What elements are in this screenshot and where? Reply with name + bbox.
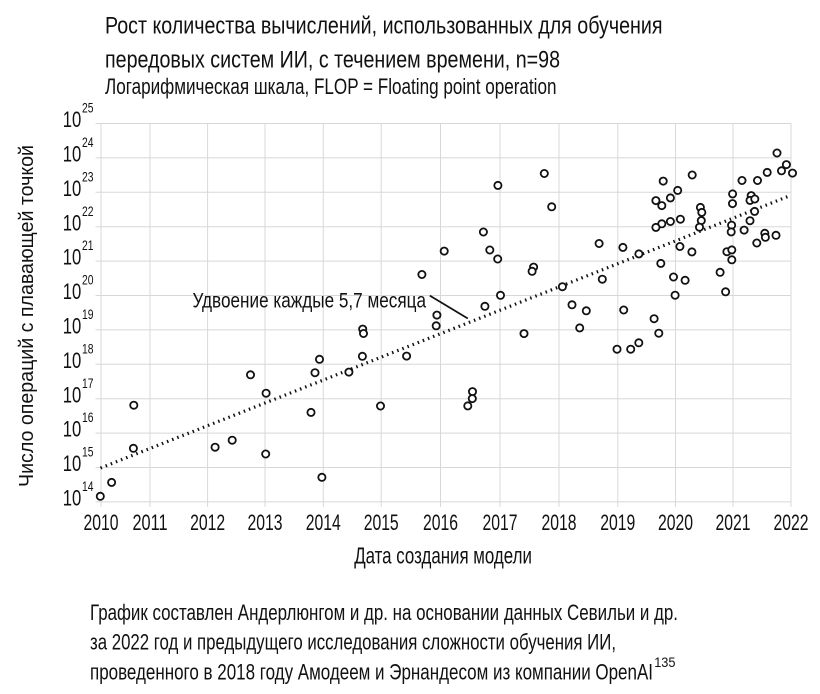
svg-text:23: 23 (82, 169, 94, 184)
svg-text:17: 17 (82, 376, 94, 391)
svg-text:10: 10 (63, 107, 82, 132)
svg-text:Логарифмическая шкала, FLOP =: Логарифмическая шкала, FLOP = Floating p… (105, 74, 557, 99)
svg-text:15: 15 (82, 445, 94, 460)
svg-text:25: 25 (82, 101, 94, 116)
svg-text:2013: 2013 (248, 510, 283, 535)
svg-text:10: 10 (63, 486, 82, 511)
svg-text:10: 10 (63, 210, 82, 235)
svg-text:передовых систем ИИ, с течение: передовых систем ИИ, с течением времени,… (105, 47, 560, 74)
svg-text:14: 14 (82, 479, 94, 494)
svg-text:2012: 2012 (190, 510, 225, 535)
svg-text:Число операций с плавающей точ: Число операций с плавающей точкой (16, 145, 38, 487)
svg-text:2021: 2021 (716, 510, 751, 535)
svg-text:2020: 2020 (658, 510, 693, 535)
svg-text:10: 10 (63, 314, 82, 339)
svg-text:10: 10 (63, 382, 82, 407)
svg-text:2016: 2016 (423, 510, 458, 535)
svg-text:Рост количества вычислений, ис: Рост количества вычислений, использованн… (105, 13, 663, 40)
svg-text:10: 10 (63, 245, 82, 270)
svg-text:Удвоение каждые 5,7 месяца: Удвоение каждые 5,7 месяца (193, 288, 427, 312)
svg-text:22: 22 (82, 204, 94, 219)
svg-text:Дата создания модели: Дата создания модели (354, 543, 532, 569)
svg-text:10: 10 (63, 451, 82, 476)
svg-text:135: 135 (654, 654, 675, 670)
svg-text:10: 10 (63, 417, 82, 442)
svg-text:2022: 2022 (774, 510, 809, 535)
svg-text:10: 10 (63, 176, 82, 201)
svg-text:10: 10 (63, 348, 82, 373)
svg-text:2011: 2011 (133, 510, 168, 535)
svg-text:за 2022 год и предыдущего иссл: за 2022 год и предыдущего исследования с… (90, 630, 616, 655)
svg-text:2019: 2019 (600, 510, 635, 535)
svg-text:20: 20 (82, 273, 94, 288)
svg-text:2017: 2017 (483, 510, 518, 535)
svg-text:2018: 2018 (542, 510, 577, 535)
svg-text:19: 19 (82, 307, 94, 322)
svg-text:График составлен Андерлюнгом и: График составлен Андерлюнгом и др. на ос… (90, 600, 678, 625)
svg-text:24: 24 (82, 135, 94, 150)
svg-text:2010: 2010 (84, 510, 119, 535)
svg-text:проведенного в 2018 году Амоде: проведенного в 2018 году Амодеем и Эрнан… (90, 660, 653, 685)
svg-text:10: 10 (63, 279, 82, 304)
svg-text:16: 16 (82, 410, 94, 425)
svg-text:2015: 2015 (364, 510, 399, 535)
svg-text:2014: 2014 (306, 510, 341, 535)
svg-text:21: 21 (82, 238, 94, 253)
svg-text:18: 18 (82, 341, 94, 356)
svg-text:10: 10 (63, 142, 82, 167)
